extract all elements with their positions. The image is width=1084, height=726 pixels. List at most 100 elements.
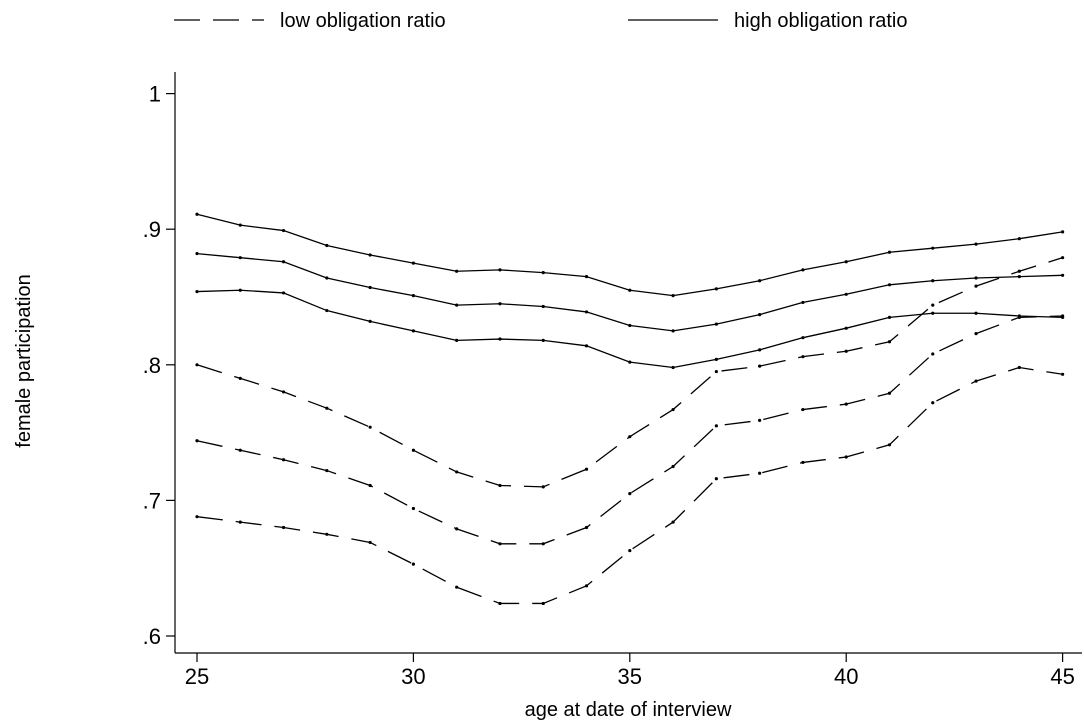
data-point-low-obligation [1017,365,1021,370]
data-point-low-obligation [498,483,502,488]
data-point-high-obligation [411,294,415,298]
data-point-low-obligation [455,585,459,589]
data-point-high-obligation [974,311,978,315]
data-point-high-obligation [801,336,805,340]
y-tick-label: .8 [143,353,161,378]
legend-label-low-obligation: low obligation ratio [280,10,446,32]
data-point-high-obligation [931,279,935,283]
data-point-high-obligation [628,288,632,292]
data-point-high-obligation [281,291,286,295]
data-point-low-obligation [368,483,372,488]
data-point-low-obligation [238,376,242,380]
data-point-low-obligation [931,401,935,405]
data-point-high-obligation [714,287,718,291]
data-point-low-obligation [758,471,762,475]
data-point-low-obligation [1061,256,1065,260]
data-point-low-obligation [584,584,589,588]
data-point-high-obligation [1061,230,1065,234]
data-point-high-obligation [325,243,329,248]
data-point-low-obligation [1017,315,1021,319]
data-point-low-obligation [887,443,892,447]
data-point-low-obligation [195,363,199,367]
data-point-low-obligation [368,540,372,545]
data-point-high-obligation [368,285,372,290]
data-point-high-obligation [498,337,502,341]
x-tick-label: 45 [1050,664,1074,689]
y-tick-label: .6 [143,624,161,649]
data-point-low-obligation [238,448,242,452]
data-point-low-obligation [541,542,545,546]
y-tick-label: .7 [143,488,161,513]
data-point-high-obligation [455,303,459,307]
data-point-low-obligation [671,407,675,412]
data-point-high-obligation [671,365,675,370]
data-point-low-obligation [758,418,762,422]
data-point-high-obligation [1017,237,1021,241]
data-point-low-obligation [238,520,242,524]
data-point-high-obligation [584,344,589,348]
data-point-high-obligation [844,326,848,330]
data-point-high-obligation [498,268,502,272]
data-point-low-obligation [541,601,545,606]
data-point-high-obligation [281,260,286,264]
data-point-low-obligation [541,485,545,489]
data-point-low-obligation [974,379,978,383]
data-point-high-obligation [801,268,805,272]
data-point-high-obligation [584,275,589,279]
y-axis-title: female participation [13,274,35,447]
data-point-low-obligation [368,425,372,429]
legend-label-high-obligation: high obligation ratio [734,10,907,32]
data-point-low-obligation [628,548,632,553]
data-point-low-obligation [411,506,415,511]
data-point-high-obligation [714,322,718,326]
data-point-low-obligation [628,492,632,496]
data-point-high-obligation [195,252,199,256]
data-point-high-obligation [974,276,978,280]
data-point-low-obligation [455,470,459,474]
series-line-high-obligation-2 [196,252,1063,332]
data-point-high-obligation [844,260,848,264]
data-point-low-obligation [887,391,892,395]
data-point-high-obligation [758,348,762,352]
data-point-low-obligation [628,435,632,439]
x-ticks: 25 30 35 40 45 [185,653,1075,689]
data-point-low-obligation [974,284,978,288]
series-line-low-obligation-4 [196,257,1063,488]
data-point-high-obligation [671,329,675,333]
legend: low obligation ratio high obligation rat… [174,10,907,32]
data-point-low-obligation [758,364,762,368]
data-point-low-obligation [801,460,805,465]
data-point-low-obligation [974,332,978,336]
data-point-high-obligation [1061,273,1065,277]
data-point-high-obligation [541,304,545,309]
x-axis-title: age at date of interview [525,699,732,721]
data-point-high-obligation [974,242,978,246]
data-point-low-obligation [801,407,805,412]
data-point-low-obligation [411,448,415,452]
data-point-low-obligation [281,390,286,394]
data-point-high-obligation [411,329,415,333]
data-point-high-obligation [1017,275,1021,279]
data-point-high-obligation [541,338,545,342]
data-point-high-obligation [671,294,675,298]
data-point-low-obligation [1061,372,1065,376]
data-point-high-obligation [368,253,372,257]
data-point-high-obligation [195,289,199,294]
axes: .6 .7 .8 .9 1 25 30 35 40 45 [143,72,1082,689]
data-point-high-obligation [801,300,805,305]
data-point-low-obligation [455,527,459,531]
plot-series [195,212,1065,606]
data-point-low-obligation [1061,314,1065,318]
x-tick-label: 30 [401,664,425,689]
data-point-high-obligation [931,311,935,315]
x-tick-label: 40 [834,664,858,689]
x-tick-label: 35 [618,664,642,689]
data-point-low-obligation [931,352,935,356]
data-point-high-obligation [455,269,459,273]
data-point-high-obligation [844,292,848,296]
series-line-high-obligation-1 [196,213,1063,297]
data-point-high-obligation [238,288,242,292]
y-tick-label: 1 [149,82,161,107]
data-point-low-obligation [714,477,718,481]
